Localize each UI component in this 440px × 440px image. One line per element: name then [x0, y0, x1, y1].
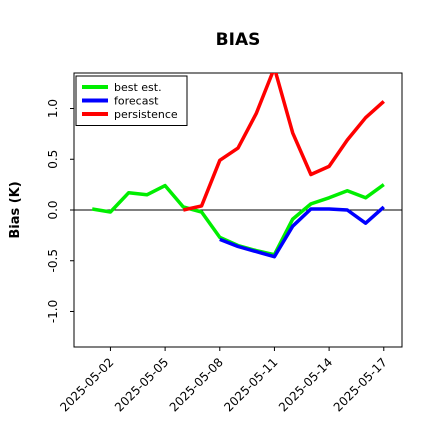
series-line-persistence	[182, 73, 385, 212]
x-tick-label: 2025-05-02	[57, 355, 116, 414]
chart-title: BIAS	[216, 30, 261, 50]
legend-label: forecast	[114, 95, 159, 108]
y-tick-label: 1.0	[46, 99, 60, 118]
y-tick-label: -1.0	[46, 300, 60, 323]
y-axis-label: Bias (K)	[8, 181, 23, 238]
x-tick-label: 2025-05-17	[331, 355, 390, 414]
series-line-forecast	[219, 205, 385, 259]
legend-label: best est.	[114, 81, 162, 94]
x-tick-label: 2025-05-05	[112, 355, 171, 414]
x-tick-label: 2025-05-08	[167, 355, 226, 414]
series-line-best-est-	[91, 183, 385, 257]
y-tick-label: -0.5	[46, 249, 60, 272]
legend-label: persistence	[114, 108, 178, 121]
x-tick-label: 2025-05-14	[276, 355, 335, 414]
x-tick-label: 2025-05-11	[221, 355, 280, 414]
y-tick-label: 0.5	[46, 150, 60, 169]
y-tick-label: 0.0	[46, 200, 60, 219]
